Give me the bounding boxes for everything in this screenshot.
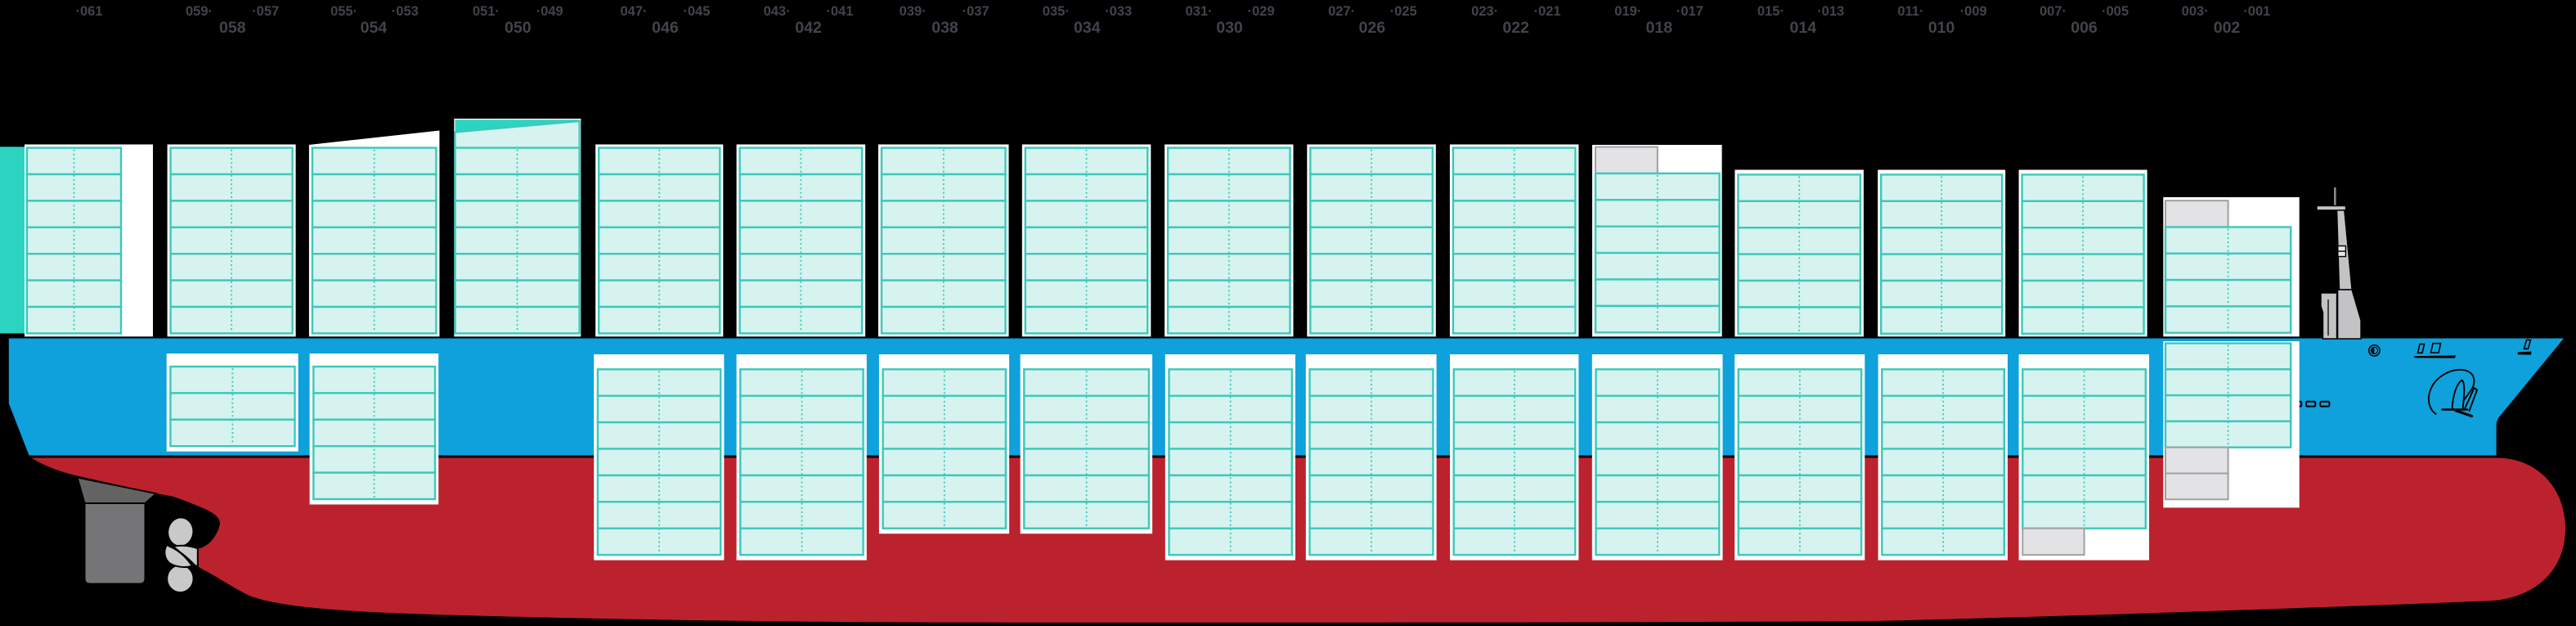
svg-text:·053: ·053 <box>392 4 419 19</box>
svg-text:031·: 031· <box>1185 4 1212 19</box>
svg-text:·049: ·049 <box>536 4 563 19</box>
svg-text:039·: 039· <box>900 4 927 19</box>
svg-text:·029: ·029 <box>1247 4 1274 19</box>
svg-text:042: 042 <box>795 19 822 37</box>
svg-text:055·: 055· <box>330 4 357 19</box>
svg-text:011·: 011· <box>1897 4 1923 19</box>
svg-text:·041: ·041 <box>826 4 853 19</box>
svg-text:003·: 003· <box>2182 4 2209 19</box>
svg-text:·017: ·017 <box>1676 4 1703 19</box>
svg-text:015·: 015· <box>1757 4 1784 19</box>
svg-text:050: 050 <box>505 19 532 37</box>
svg-text:·009: ·009 <box>1960 4 1987 19</box>
svg-text:019·: 019· <box>1614 4 1641 19</box>
svg-text:030: 030 <box>1216 19 1243 37</box>
svg-text:002: 002 <box>2214 19 2241 37</box>
svg-text:·057: ·057 <box>252 4 279 19</box>
svg-text:059·: 059· <box>186 4 213 19</box>
svg-text:022: 022 <box>1502 19 1529 37</box>
svg-text:006: 006 <box>2071 19 2098 37</box>
svg-text:038: 038 <box>931 19 958 37</box>
svg-text:014: 014 <box>1790 19 1817 37</box>
svg-text:·025: ·025 <box>1390 4 1417 19</box>
svg-text:·045: ·045 <box>683 4 710 19</box>
svg-text:035·: 035· <box>1043 4 1070 19</box>
svg-text:051·: 051· <box>473 4 500 19</box>
svg-text:047·: 047· <box>620 4 647 19</box>
svg-text:·001: ·001 <box>2243 4 2270 19</box>
svg-text:·061: ·061 <box>75 4 102 19</box>
svg-text:·033: ·033 <box>1105 4 1132 19</box>
svg-text:046: 046 <box>652 19 679 37</box>
svg-text:010: 010 <box>1928 19 1955 37</box>
svg-text:018: 018 <box>1646 19 1673 37</box>
svg-text:054: 054 <box>361 19 388 37</box>
svg-text:023·: 023· <box>1471 4 1498 19</box>
svg-text:043·: 043· <box>764 4 791 19</box>
svg-text:007·: 007· <box>2040 4 2067 19</box>
svg-text:034: 034 <box>1074 19 1101 37</box>
svg-text:·013: ·013 <box>1817 4 1844 19</box>
svg-text:·005: ·005 <box>2102 4 2129 19</box>
svg-text:·021: ·021 <box>1534 4 1561 19</box>
svg-text:·037: ·037 <box>963 4 990 19</box>
svg-text:026: 026 <box>1359 19 1386 37</box>
svg-text:058: 058 <box>219 19 246 37</box>
svg-text:027·: 027· <box>1328 4 1355 19</box>
